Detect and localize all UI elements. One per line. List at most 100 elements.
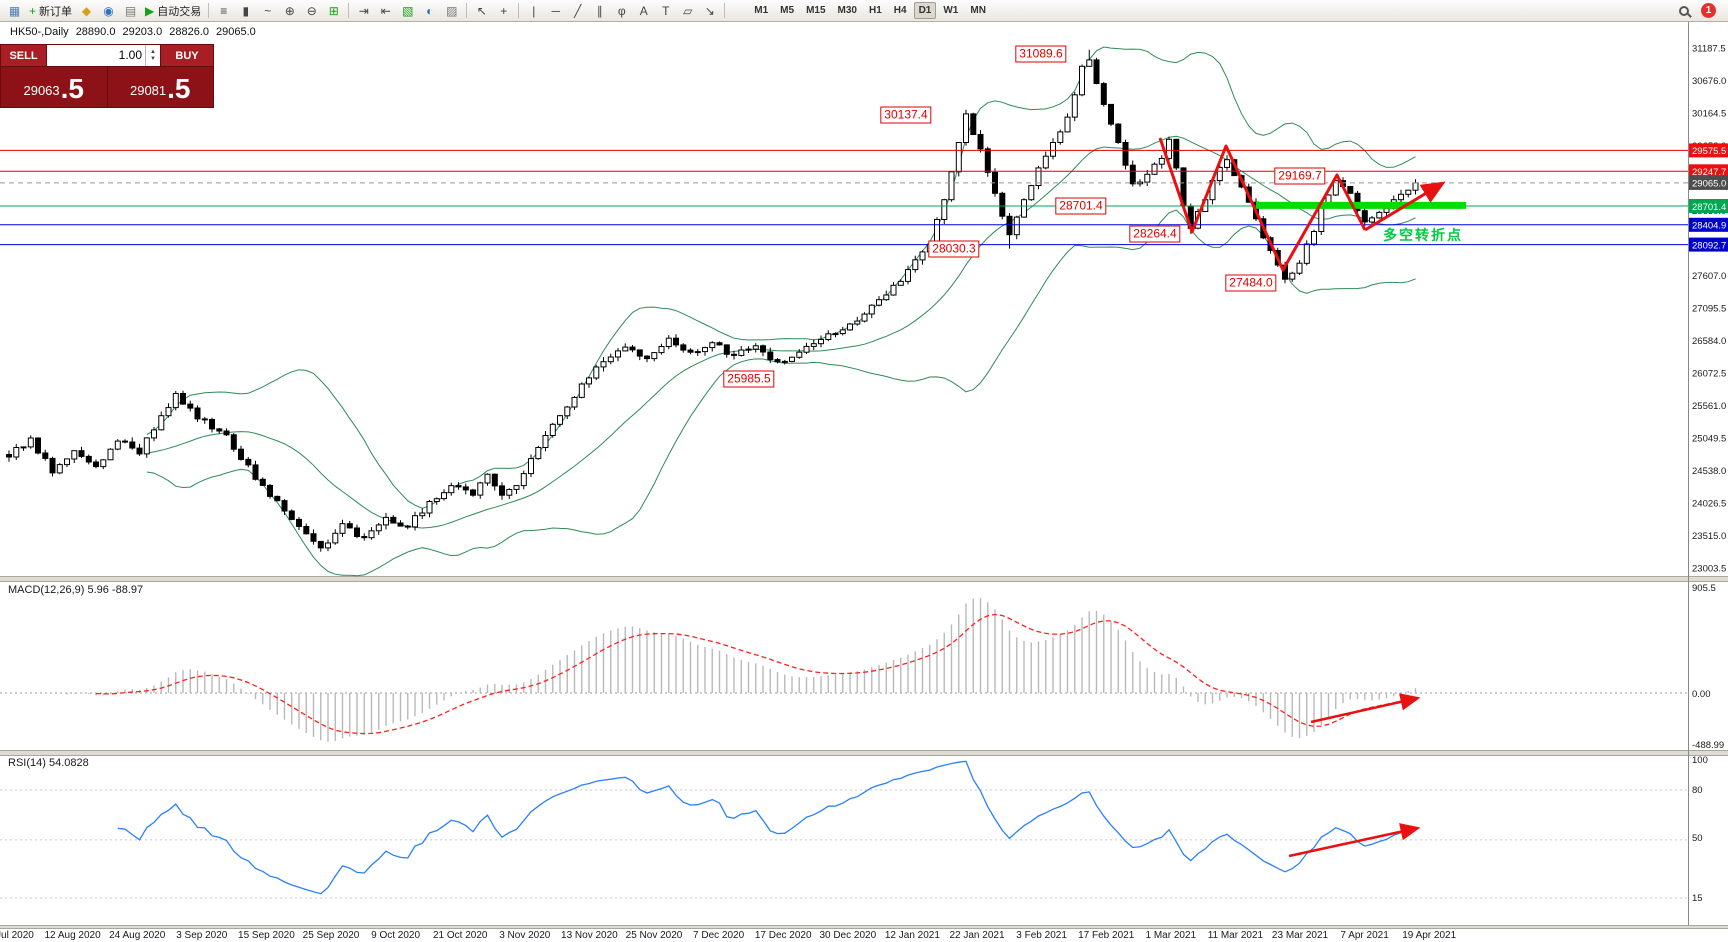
- timeframe-m30[interactable]: M30: [837, 5, 857, 16]
- shapes-tool-button[interactable]: ▱: [677, 1, 698, 20]
- search-icon: [1678, 5, 1689, 16]
- timeframe-m15[interactable]: M15: [806, 5, 826, 16]
- svg-text:17 Dec 2020: 17 Dec 2020: [755, 930, 812, 941]
- toolbar-buttons: ▦ + 新订单 ◆ ◉ ▤ ▶ 自动交易 ≡ ▮ ~ ⊕ ⊖ ⊞ ⇥ ⇤ ▧ ◐ ▨ ↖ + | ─ ╱ ∥ φ A T ▱ ↘: [4, 1, 728, 20]
- sell-price-main: 29063: [23, 83, 60, 98]
- svg-text:905.5: 905.5: [1692, 583, 1716, 594]
- ohlc-open: 28890.0: [75, 26, 116, 38]
- chart-properties-button[interactable]: ▨: [441, 1, 462, 20]
- new-window-icon: ▧: [402, 3, 414, 18]
- chart-shift-button[interactable]: ⇤: [375, 1, 396, 20]
- line-mode-button[interactable]: ~: [257, 1, 278, 20]
- channel-tool-button[interactable]: ∥: [589, 1, 610, 20]
- vertical-line-tool-icon: |: [532, 3, 536, 18]
- notification-badge[interactable]: 1: [1701, 3, 1716, 18]
- svg-text:3 Feb 2021: 3 Feb 2021: [1016, 930, 1067, 941]
- timeframe-m5[interactable]: M5: [780, 5, 795, 16]
- svg-text:25049.5: 25049.5: [1692, 434, 1726, 445]
- fibonacci-tool-button[interactable]: φ: [611, 1, 632, 20]
- timeframe-w1[interactable]: W1: [943, 5, 959, 16]
- svg-text:100: 100: [1692, 755, 1708, 766]
- price-callout[interactable]: 25985.5: [723, 370, 775, 388]
- toolbar-separator: [348, 3, 350, 18]
- text-tool-icon: A: [639, 3, 648, 18]
- sell-button[interactable]: SELL: [1, 45, 47, 66]
- toolbar-separator: [208, 3, 210, 18]
- trendline-tool-button[interactable]: ╱: [567, 1, 588, 20]
- stepper-down-icon[interactable]: ▼: [150, 55, 156, 62]
- price-callout[interactable]: 28701.4: [1055, 197, 1107, 215]
- svg-text:0.00: 0.00: [1692, 689, 1711, 700]
- timeframe-mn[interactable]: MN: [970, 5, 986, 16]
- bars-mode-button[interactable]: ≡: [213, 1, 234, 20]
- chart-objects[interactable]: [0, 137, 1688, 272]
- new-chart-icon-button[interactable]: ▦: [4, 1, 25, 20]
- buy-button[interactable]: BUY: [161, 45, 213, 66]
- svg-text:25 Sep 2020: 25 Sep 2020: [303, 930, 360, 941]
- macd-panel-label: MACD(12,26,9) 5.96 -88.97: [8, 584, 144, 596]
- candles-mode-button[interactable]: ▮: [235, 1, 256, 20]
- stepper-up-icon[interactable]: ▲: [150, 48, 156, 55]
- new-order-button[interactable]: + 新订单: [26, 1, 75, 20]
- market-watch-icon-icon: ◉: [103, 3, 114, 18]
- vertical-line-tool-button[interactable]: |: [523, 1, 544, 20]
- zoom-in-button[interactable]: ⊕: [279, 1, 300, 20]
- volume-stepper[interactable]: ▲ ▼: [145, 45, 160, 66]
- new-window-button[interactable]: ▧: [397, 1, 418, 20]
- buy-price[interactable]: 29081 .5: [108, 67, 214, 107]
- price-callout[interactable]: 29169.7: [1274, 167, 1326, 185]
- toolbar-separator: [518, 3, 520, 18]
- sell-price[interactable]: 29063 .5: [1, 67, 108, 107]
- fibonacci-tool-icon: φ: [617, 3, 626, 18]
- tile-windows-button[interactable]: ⊞: [323, 1, 344, 20]
- crosshair-tool-button[interactable]: +: [493, 1, 514, 20]
- market-watch-icon-button[interactable]: ◉: [98, 1, 119, 20]
- trend-zigzag[interactable]: [1158, 137, 1367, 272]
- text-tool-button[interactable]: A: [633, 1, 654, 20]
- toolbar-separator: [466, 3, 468, 18]
- timeframe-h1[interactable]: H1: [868, 5, 882, 16]
- autotrading-icon: ▶: [145, 3, 155, 18]
- chart-symbol-period: HK50-,Daily: [10, 26, 69, 38]
- svg-text:27095.5: 27095.5: [1692, 304, 1726, 315]
- svg-text:29575.5: 29575.5: [1692, 146, 1726, 157]
- macd-trend-arrow[interactable]: [1310, 693, 1421, 724]
- chart-properties-icon: ▨: [446, 3, 458, 18]
- label-tool-button[interactable]: T: [655, 1, 676, 20]
- timeframe-h4[interactable]: H4: [893, 5, 907, 16]
- price-callout[interactable]: 27484.0: [1225, 274, 1277, 292]
- timeframe-m1[interactable]: M1: [754, 5, 769, 16]
- bars-mode-icon: ≡: [220, 3, 228, 18]
- zoom-out-icon: ⊖: [306, 3, 317, 18]
- data-window-icon-button[interactable]: ▤: [120, 1, 141, 20]
- trendline-tool-icon: ╱: [574, 3, 582, 18]
- data-window-icon-icon: ▤: [124, 3, 137, 18]
- svg-text:23515.0: 23515.0: [1692, 531, 1726, 542]
- autotrading-button[interactable]: ▶ 自动交易: [142, 1, 204, 20]
- svg-text:22 Jan 2021: 22 Jan 2021: [949, 930, 1004, 941]
- svg-text:15 Sep 2020: 15 Sep 2020: [238, 930, 295, 941]
- svg-text:19 Apr 2021: 19 Apr 2021: [1402, 930, 1456, 941]
- bollinger-bands: [146, 46, 1416, 577]
- zoom-out-button[interactable]: ⊖: [301, 1, 322, 20]
- price-callout[interactable]: 31089.6: [1015, 45, 1067, 63]
- rsi-trend-arrow[interactable]: [1288, 823, 1421, 858]
- autotrading-button-label: 自动交易: [157, 5, 202, 18]
- horizontal-line-tool-button[interactable]: ─: [545, 1, 566, 20]
- experts-icon-button[interactable]: ◆: [76, 1, 97, 20]
- auto-scroll-button[interactable]: ⇥: [353, 1, 374, 20]
- cursor-tool-icon: ↖: [476, 3, 487, 18]
- volume-field[interactable]: 1.00 ▲ ▼: [47, 45, 161, 66]
- cursor-tool-button[interactable]: ↖: [471, 1, 492, 20]
- arrow-tool-button[interactable]: ↘: [699, 1, 720, 20]
- search-button[interactable]: [1673, 1, 1694, 20]
- sell-price-fraction: .5: [60, 73, 84, 104]
- price-callout[interactable]: 30137.4: [880, 106, 932, 124]
- label-tool-icon: T: [662, 3, 670, 18]
- refresh-button[interactable]: ◐: [419, 1, 440, 20]
- price-callout[interactable]: 28030.3: [928, 240, 980, 258]
- trend-projection-arrow[interactable]: [1364, 181, 1446, 232]
- price-callout[interactable]: 28264.4: [1129, 225, 1181, 243]
- timeframe-d1[interactable]: D1: [913, 2, 937, 19]
